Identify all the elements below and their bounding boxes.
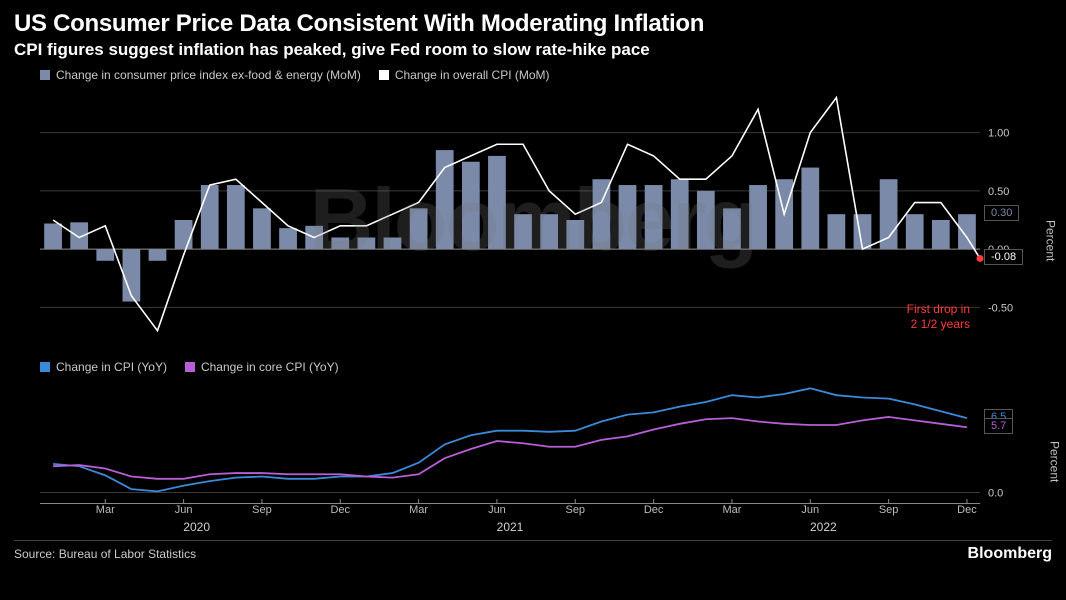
annotation-first-drop: First drop in 2 1/2 years [860,302,970,332]
chart-title: US Consumer Price Data Consistent With M… [14,10,1052,38]
bar [645,185,663,249]
bottom-y-axis-title: Percent [1047,441,1061,482]
legend-label: Change in overall CPI (MoM) [395,68,550,82]
legend-item: Change in core CPI (YoY) [185,360,339,374]
bar [828,214,846,249]
top-chart: Bloomberg -0.500.000.501.00 Percent 0.30… [14,86,1052,354]
x-tick-month: Dec [644,504,664,516]
bottom-chart: 0.0 Percent 6.55.7 [14,378,1052,504]
bar [70,222,88,249]
bottom-chart-svg: 0.0 [14,378,1050,504]
chart-footer: Source: Bureau of Labor Statistics Bloom… [14,540,1052,563]
legend-swatch [379,70,389,80]
legend-swatch [40,70,50,80]
x-tick-month: Mar [96,504,115,516]
x-tick-month: Jun [175,504,193,516]
bar [279,228,297,249]
bar [358,237,376,249]
x-tick-month: Jun [488,504,506,516]
bar [932,220,950,249]
legend-label: Change in core CPI (YoY) [201,360,339,374]
bar [410,208,428,249]
chart-subtitle: CPI figures suggest inflation has peaked… [14,40,1052,60]
legend-swatch [185,362,195,372]
x-tick-month: Mar [722,504,741,516]
x-tick-month: Sep [565,504,585,516]
x-axis-years: 2020 2021 2022 [14,520,1052,536]
bar [384,237,402,249]
x-tick-month: Sep [252,504,272,516]
x-tick-year: 2020 [183,520,210,534]
bar [619,185,637,249]
bar [462,162,480,249]
bar [331,237,349,249]
bar [801,168,819,250]
legend-item: Change in CPI (YoY) [40,360,167,374]
svg-text:1.00: 1.00 [988,128,1009,140]
top-legend: Change in consumer price index ex-food &… [40,68,1052,82]
x-tick-month: Mar [409,504,428,516]
bar [149,249,167,261]
value-callout: 5.7 [984,418,1013,434]
bar [697,191,715,249]
bar [854,214,872,249]
bar [749,185,767,249]
bar [488,156,506,249]
series-cpi_yoy [53,388,967,491]
value-callout: -0.08 [984,249,1023,265]
bar [723,208,741,249]
source-label: Source: Bureau of Labor Statistics [14,547,196,561]
svg-text:0.0: 0.0 [988,488,1003,500]
series-core_yoy [53,417,967,479]
bar [227,185,245,249]
bar [253,208,271,249]
bar [540,214,558,249]
svg-text:0.50: 0.50 [988,186,1009,198]
svg-text:-0.50: -0.50 [988,302,1013,314]
bar [671,179,689,249]
legend-swatch [40,362,50,372]
bar [44,223,62,249]
chart-container: US Consumer Price Data Consistent With M… [0,0,1066,600]
x-tick-month: Sep [879,504,899,516]
legend-item: Change in overall CPI (MoM) [379,68,550,82]
bar [906,214,924,249]
legend-label: Change in consumer price index ex-food &… [56,68,361,82]
x-tick-month: Jun [801,504,819,516]
bottom-legend: Change in CPI (YoY) Change in core CPI (Y… [40,360,1052,374]
x-tick-month: Dec [957,504,977,516]
x-axis: Mar Jun Sep Dec Mar Jun Sep Dec Mar Jun Sep Dec 202… [14,504,1052,538]
bar [514,214,532,249]
value-callout: 0.30 [984,205,1019,221]
bar [175,220,193,249]
bar [958,214,976,249]
x-axis-months: Mar Jun Sep Dec Mar Jun Sep Dec Mar Jun Sep Dec [14,504,1052,518]
x-tick-year: 2022 [810,520,837,534]
x-tick-year: 2021 [497,520,524,534]
bar [96,249,114,261]
legend-label: Change in CPI (YoY) [56,360,167,374]
legend-item: Change in consumer price index ex-food &… [40,68,361,82]
x-tick-month: Dec [330,504,350,516]
end-marker [977,255,984,262]
bar [880,179,898,249]
bar [201,185,219,249]
top-y-axis-title: Percent [1043,220,1057,261]
brand-label: Bloomberg [968,545,1052,563]
bar [566,220,584,249]
